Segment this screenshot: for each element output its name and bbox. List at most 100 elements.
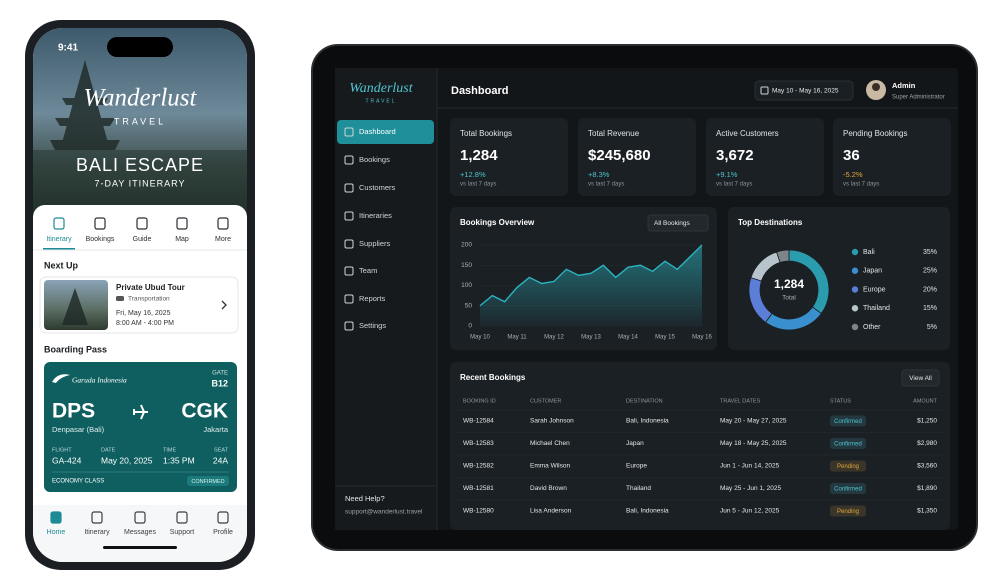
gate: B12 xyxy=(211,378,228,388)
stat-value: 36 xyxy=(843,147,860,164)
next-title: Private Ubud Tour xyxy=(116,283,185,292)
field-label: SEAT xyxy=(214,447,229,453)
stat-compare: vs last 7 days xyxy=(588,182,624,188)
stat-change: +9.1% xyxy=(716,170,738,179)
next-date: Fri, May 16, 2025 xyxy=(116,310,171,317)
x-tick-label: May 10 xyxy=(470,335,490,341)
value-label: 15% xyxy=(923,305,937,312)
stat-label: Total Revenue xyxy=(588,129,640,138)
stat-change: -5.2% xyxy=(843,170,863,179)
stat-value: 3,672 xyxy=(716,147,754,164)
tab-icon xyxy=(94,217,106,230)
nav-label: Messages xyxy=(124,529,156,536)
value-label: 20% xyxy=(923,286,937,293)
nav-icon xyxy=(50,511,62,524)
nav-item: Itineraries xyxy=(359,211,392,220)
nav-icon xyxy=(344,239,354,249)
chevron xyxy=(221,300,227,310)
from-code: DPS xyxy=(52,400,95,423)
view-all: View All xyxy=(909,375,932,382)
table-cell: $3,560 xyxy=(917,463,937,470)
next-thumb-pagoda xyxy=(62,288,88,325)
avatar-head xyxy=(872,83,880,91)
x-tick-label: May 14 xyxy=(618,335,638,341)
tablet-ui: Wanderlust TRAVEL Dashboard Bookings Custome… xyxy=(335,80,951,530)
table-cell: May 25 - Jun 1, 2025 xyxy=(720,485,781,492)
table-cell: Emma Wilson xyxy=(530,463,570,470)
nav-icon xyxy=(91,511,103,524)
gate-label: GATE xyxy=(212,371,228,377)
phone-ui: 9:41 Wanderlust TRAVEL BALI ESCAPE 7-DAY ITI… xyxy=(33,43,247,549)
pass-status: CONFIRMED xyxy=(191,479,224,485)
section-heading: Boarding Pass xyxy=(44,344,107,354)
status: Confirmed xyxy=(834,442,862,448)
airline: Garuda Indonesia xyxy=(72,376,127,385)
nav-item: Customers xyxy=(359,183,396,192)
notch xyxy=(107,37,173,57)
stat-compare: vs last 7 days xyxy=(843,182,879,188)
legend-label: Europe xyxy=(863,286,886,293)
table-cell: WB-12584 xyxy=(463,418,494,425)
home-indicator xyxy=(103,546,177,549)
chart-panel xyxy=(728,207,950,350)
status: Pending xyxy=(837,509,859,515)
field-value: GA-424 xyxy=(52,455,82,465)
x-tick-label: May 11 xyxy=(507,335,527,341)
legend-label: Other xyxy=(863,324,881,331)
area-fill xyxy=(480,245,702,326)
tab-underline xyxy=(43,248,75,250)
donut-center-label: Total xyxy=(782,295,796,302)
stat-label: Total Bookings xyxy=(460,129,512,138)
nav-active xyxy=(337,120,434,144)
nav-icon xyxy=(217,511,229,524)
tab-label: Itinerary xyxy=(46,236,72,243)
table-cell: May 20 - May 27, 2025 xyxy=(720,418,787,425)
pass-status-pill xyxy=(187,476,229,486)
status: Pending xyxy=(837,464,859,470)
plane-icon xyxy=(133,404,148,420)
legend-label: Japan xyxy=(863,268,882,275)
next-time: 8:00 AM - 4:00 PM xyxy=(116,320,174,327)
to-city: Jakarta xyxy=(203,425,228,434)
user-role: Super Administrator xyxy=(892,95,945,101)
value-label: 35% xyxy=(923,249,937,256)
status-pill xyxy=(830,438,866,449)
airline-logo xyxy=(52,374,70,383)
table-cell: WB-12583 xyxy=(463,440,494,447)
table-cell: Lisa Anderson xyxy=(530,508,572,515)
table-cell: WB-12582 xyxy=(463,463,494,470)
status-pill xyxy=(830,460,866,472)
nav-item: Reports xyxy=(359,294,386,303)
legend-label: Thailand xyxy=(863,305,890,312)
legend-swatch xyxy=(851,305,859,312)
chart-title: Top Destinations xyxy=(738,218,803,227)
nav-icon xyxy=(344,155,354,165)
column-header: TRAVEL DATES xyxy=(720,398,761,404)
field-label: TIME xyxy=(163,447,176,453)
date-picker xyxy=(754,80,854,101)
tab-icon xyxy=(53,217,65,230)
nav-icon xyxy=(176,511,188,524)
brand: Wanderlust xyxy=(349,81,413,96)
legend-swatch xyxy=(851,248,859,256)
nav-label: Home xyxy=(47,529,66,536)
status-time: 9:41 xyxy=(58,43,78,54)
pagoda xyxy=(50,60,120,150)
x-tick-label: May 15 xyxy=(655,335,675,341)
stat-change: +12.8% xyxy=(460,170,486,179)
stat-value: 1,284 xyxy=(460,147,498,164)
help-email: support@wanderlust.travel xyxy=(345,509,423,516)
tab-label: Guide xyxy=(133,236,152,243)
table-cell: $1,350 xyxy=(917,508,937,515)
table-cell: Bali, Indonesia xyxy=(626,508,669,515)
nav-label: Support xyxy=(170,529,195,536)
nav-label: Itinerary xyxy=(84,529,110,536)
field-label: FLIGHT xyxy=(52,447,72,453)
nav-item: Dashboard xyxy=(359,127,396,136)
field-value: 1:35 PM xyxy=(163,455,195,465)
table-cell: Bali, Indonesia xyxy=(626,418,669,425)
y-tick-label: 150 xyxy=(461,262,472,269)
date-range: May 10 - May 16, 2025 xyxy=(772,88,839,95)
